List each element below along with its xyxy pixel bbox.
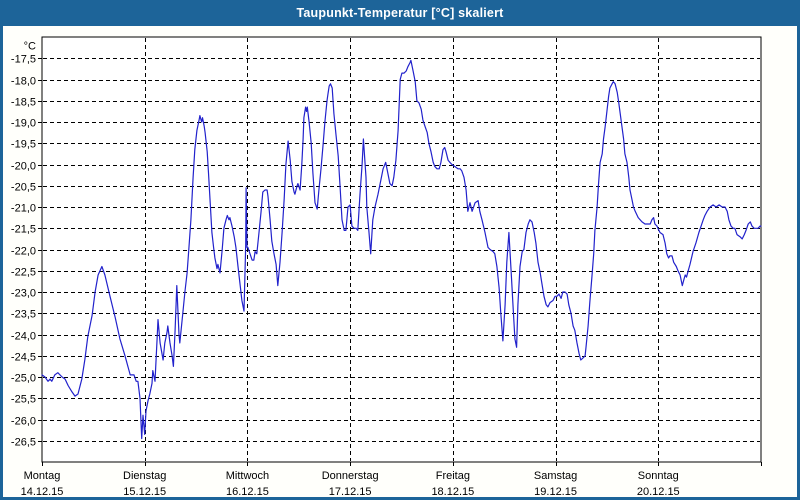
y-tick-label: -22,0	[11, 246, 36, 258]
chart-title: Taupunkt-Temperatur [°C] skaliert	[296, 6, 504, 20]
day-name-label: Donnerstag	[322, 470, 379, 482]
plot-border	[41, 36, 762, 463]
title-bar: Taupunkt-Temperatur [°C] skaliert	[0, 0, 800, 26]
day-name-label: Samstag	[534, 470, 577, 482]
y-axis-unit-label: °C	[24, 40, 36, 52]
day-date-label: 15.12.15	[123, 486, 166, 497]
day-date-label: 17.12.15	[329, 486, 372, 497]
y-tick-label: -17,5	[11, 54, 36, 66]
chart-area: -17,5 -18,0 -18,5 -19,0 -19,5 -20,0 -20,5 -21,0…	[3, 26, 797, 498]
day-date-label: 19.12.15	[534, 486, 577, 497]
y-tick-label: -26,0	[11, 416, 36, 428]
day-name-label: Dienstag	[123, 470, 166, 482]
dew-point-chart: -17,5 -18,0 -18,5 -19,0 -19,5 -20,0 -20,5 -21,0…	[11, 36, 762, 498]
day-date-label: 20.12.15	[637, 486, 680, 497]
y-tick-label: -19,0	[11, 118, 36, 130]
y-tick-label: -25,0	[11, 373, 36, 385]
y-tick-label: -20,5	[11, 182, 36, 194]
day-date-label: 14.12.15	[21, 486, 64, 497]
y-tick-label: -26,5	[11, 437, 36, 449]
dew-point-line	[41, 59, 762, 440]
y-tick-label: -20,0	[11, 161, 36, 173]
day-name-label: Mittwoch	[226, 470, 269, 482]
y-tick-label: -24,5	[11, 352, 36, 364]
y-tick-label: -21,0	[11, 203, 36, 215]
day-date-label: 18.12.15	[431, 486, 474, 497]
y-tick-label: -22,5	[11, 267, 36, 279]
y-tick-label: -25,5	[11, 394, 36, 406]
y-tick-label: -18,0	[11, 76, 36, 88]
y-tick-label: -21,5	[11, 224, 36, 236]
day-name-label: Sonntag	[638, 470, 679, 482]
day-name-label: Freitag	[436, 470, 470, 482]
y-tick-label: -23,5	[11, 309, 36, 321]
y-tick-label: -23,0	[11, 288, 36, 300]
y-tick-label: -24,0	[11, 331, 36, 343]
day-date-label: 16.12.15	[226, 486, 269, 497]
y-tick-label: -18,5	[11, 97, 36, 109]
day-name-label: Montag	[24, 470, 61, 482]
y-tick-label: -19,5	[11, 139, 36, 151]
